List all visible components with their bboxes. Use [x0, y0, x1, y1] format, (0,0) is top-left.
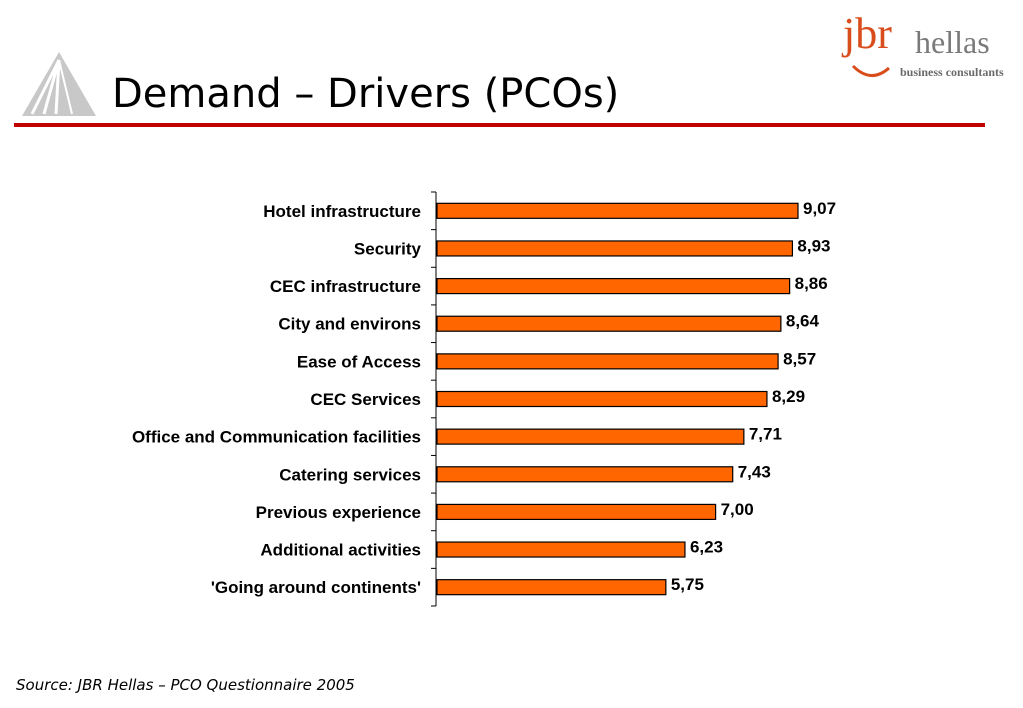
brand-name-suffix: hellas	[915, 24, 990, 60]
data-label: 9,07	[803, 199, 836, 218]
bar	[436, 202, 799, 219]
source-note: Source: JBR Hellas – PCO Questionnaire 2…	[16, 676, 355, 694]
data-label: 8,29	[772, 387, 805, 406]
bar	[436, 503, 717, 521]
data-label: 5,75	[671, 575, 704, 594]
bar	[436, 466, 734, 483]
page-title: Demand – Drivers (PCOs)	[112, 71, 620, 117]
data-label: 8,93	[797, 236, 830, 255]
category-label: Office and Communication facilities	[132, 428, 421, 447]
brand-logo: jbr hellas business consultants	[843, 12, 1018, 87]
bar	[436, 353, 779, 370]
category-label: Previous experience	[256, 503, 421, 522]
mountain-triangle-logo	[22, 52, 96, 116]
category-label: Security	[354, 239, 422, 258]
bar	[436, 579, 667, 596]
bar	[436, 277, 791, 295]
data-label: 8,64	[786, 312, 820, 331]
bar	[436, 428, 745, 445]
data-label: 8,57	[783, 349, 816, 368]
bar	[436, 390, 768, 408]
category-label: CEC Services	[310, 390, 421, 409]
category-label: City and environs	[278, 315, 421, 334]
data-label: 7,43	[738, 462, 771, 481]
data-label: 7,71	[749, 425, 782, 444]
bar	[436, 541, 686, 558]
category-label: Catering services	[279, 465, 421, 484]
category-label: Ease of Access	[297, 352, 421, 371]
brand-name: jbr	[843, 9, 892, 58]
data-label: 6,23	[690, 538, 723, 557]
bar	[436, 240, 794, 257]
category-label: 'Going around continents'	[211, 578, 421, 597]
swoosh-icon	[851, 64, 890, 77]
bar	[436, 315, 782, 332]
category-label: Additional activities	[260, 541, 421, 560]
title-divider	[14, 123, 985, 127]
category-label: CEC infrastructure	[270, 277, 421, 296]
brand-tagline: business consultants	[900, 65, 1004, 79]
data-label: 7,00	[721, 500, 754, 519]
category-label: Hotel infrastructure	[263, 202, 421, 221]
data-label: 8,86	[795, 274, 828, 293]
